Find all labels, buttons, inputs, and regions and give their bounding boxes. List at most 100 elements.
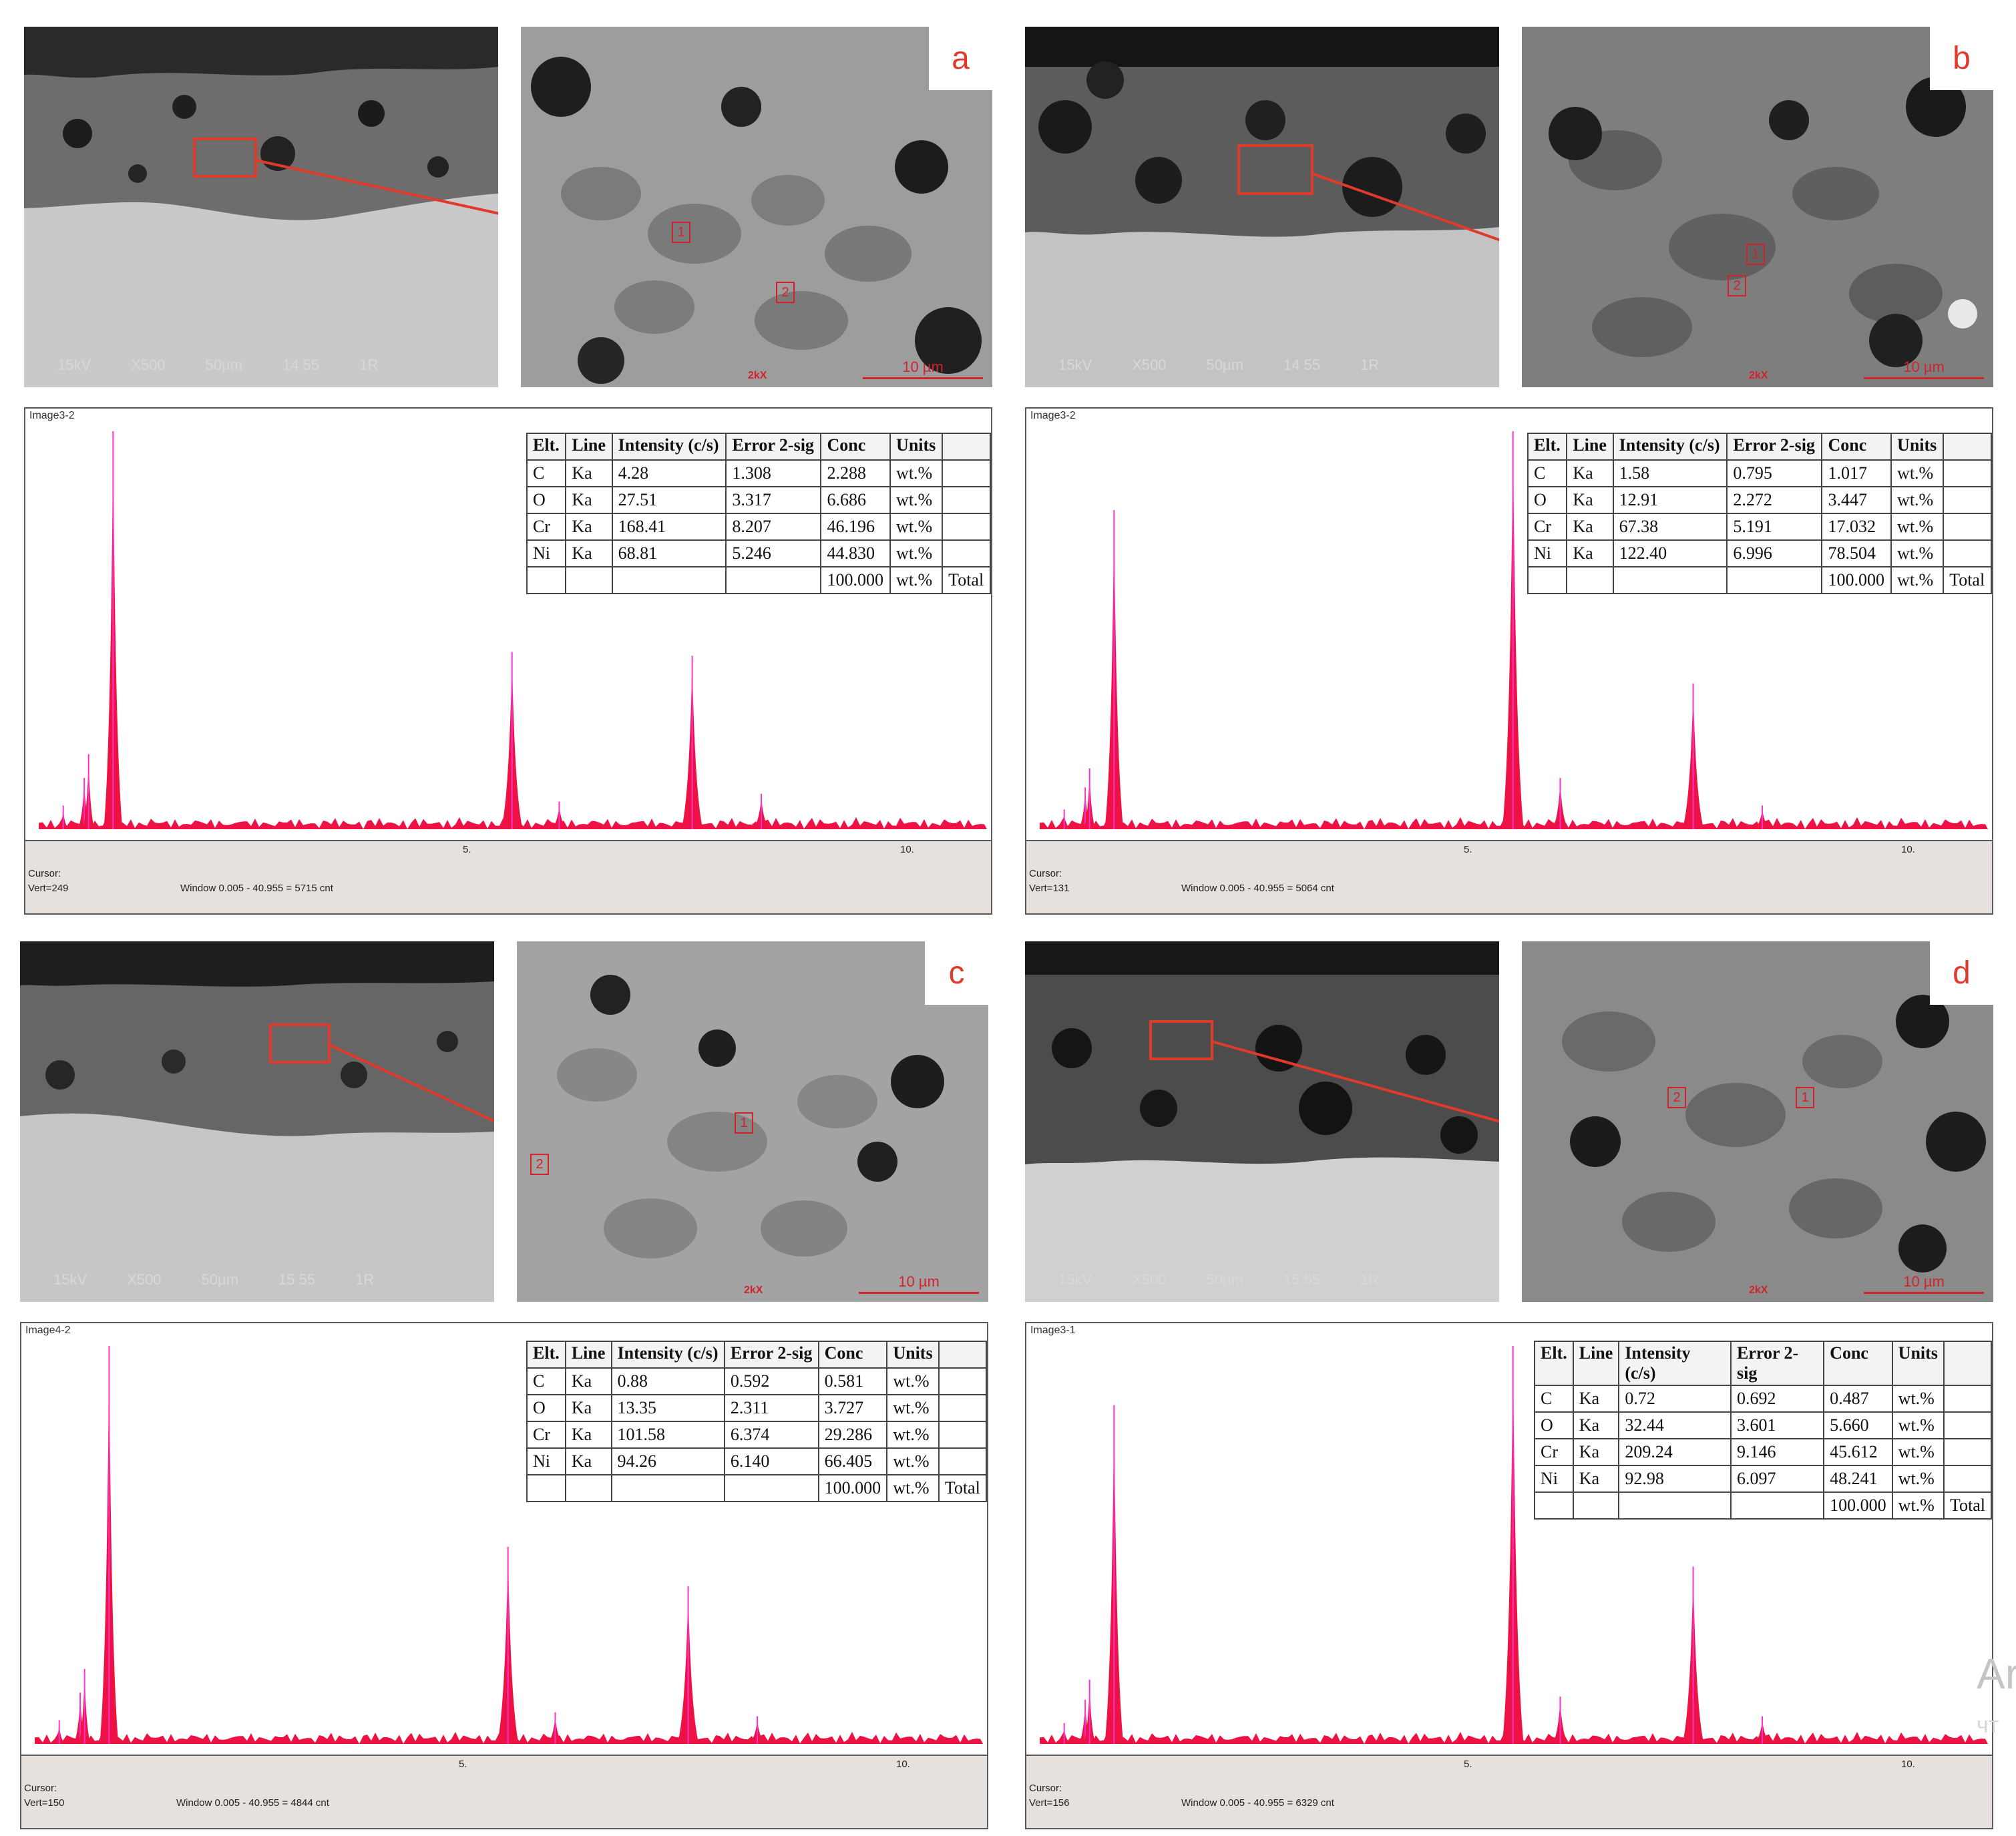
table-cell: 8.207 bbox=[725, 513, 822, 541]
table-header-cell: Units bbox=[889, 433, 944, 461]
table-cell: 1.017 bbox=[1821, 459, 1892, 487]
analysis-spot-1: 1 bbox=[1796, 1087, 1814, 1108]
table-cell: Ka bbox=[1572, 1438, 1620, 1466]
table-cell: 100.000 bbox=[1821, 566, 1892, 594]
table-header-cell: Conc bbox=[1823, 1341, 1893, 1386]
table-cell: 209.24 bbox=[1618, 1438, 1732, 1466]
table-row: Ni Ka 68.81 5.246 44.830 wt.% bbox=[526, 539, 991, 567]
table-cell: 45.612 bbox=[1823, 1438, 1893, 1466]
table-header-cell: Units bbox=[886, 1341, 940, 1369]
table-cell bbox=[938, 1394, 988, 1422]
spectrum-footer: 5. 10. Cursor: Vert=249 Window 0.005 - 4… bbox=[25, 840, 991, 913]
spectrum-title: Image3-2 bbox=[29, 410, 75, 421]
table-cell: 3.601 bbox=[1730, 1411, 1825, 1439]
table-header-cell: Line bbox=[1566, 433, 1614, 461]
panel-letter: a bbox=[929, 27, 992, 90]
sem-high-mag-graphic bbox=[1522, 941, 1993, 1302]
table-cell: O bbox=[526, 1394, 566, 1422]
table-header-cell: Error 2-sig bbox=[723, 1341, 819, 1369]
window-label: Window 0.005 - 40.955 = 5064 cnt bbox=[1181, 883, 1334, 894]
table-row: C Ka 4.28 1.308 2.288 wt.% bbox=[526, 459, 991, 487]
analysis-spot-1: 1 bbox=[735, 1112, 753, 1134]
table-cell: O bbox=[1527, 486, 1568, 514]
table-cell: Ka bbox=[1572, 1385, 1620, 1413]
table-cell: wt.% bbox=[889, 539, 944, 567]
axis-tick-10: 10. bbox=[1901, 844, 1915, 855]
panel-letter: b bbox=[1930, 27, 1993, 90]
table-row: Ni Ka 94.26 6.140 66.405 wt.% bbox=[526, 1447, 988, 1475]
analysis-spot-1: 1 bbox=[672, 222, 690, 243]
table-cell: 92.98 bbox=[1618, 1465, 1732, 1493]
table-cell: Ka bbox=[1572, 1465, 1620, 1493]
table-cell: 78.504 bbox=[1821, 539, 1892, 567]
sem-low-mag-image: 15kV X500 50µm 14 55 1R bbox=[24, 27, 498, 387]
table-cell: Ka bbox=[564, 1421, 612, 1449]
table-cell: wt.% bbox=[1890, 459, 1945, 487]
table-cell: O bbox=[526, 486, 567, 514]
table-row: Ni Ka 122.40 6.996 78.504 wt.% bbox=[1527, 539, 1992, 567]
window-label: Window 0.005 - 40.955 = 4844 cnt bbox=[176, 1797, 329, 1809]
table-cell: 1.58 bbox=[1612, 459, 1728, 487]
table-cell bbox=[611, 566, 727, 594]
sem-code: 14 55 bbox=[1283, 357, 1321, 373]
table-cell: Ka bbox=[565, 486, 613, 514]
table-cell: 0.795 bbox=[1726, 459, 1823, 487]
table-cell: wt.% bbox=[889, 566, 944, 594]
scale-bar-label: 10 µm bbox=[898, 1273, 940, 1290]
table-cell: 6.097 bbox=[1730, 1465, 1825, 1493]
table-cell: Ka bbox=[1572, 1411, 1620, 1439]
table-row: 100.000 wt.% Total bbox=[1527, 566, 1992, 594]
sem-mag: X500 bbox=[131, 357, 166, 373]
table-cell bbox=[938, 1367, 988, 1395]
window-label: Window 0.005 - 40.955 = 6329 cnt bbox=[1181, 1797, 1334, 1809]
sem-high-mag-image: 1 2 b 2kX 10 µm bbox=[1522, 27, 1993, 387]
table-header-cell: Intensity (c/s) bbox=[610, 1341, 725, 1369]
table-cell: Ka bbox=[1566, 513, 1614, 541]
table-cell bbox=[1730, 1491, 1825, 1520]
table-cell bbox=[1612, 566, 1728, 594]
table-cell: 0.692 bbox=[1730, 1385, 1825, 1413]
scale-bar-label: 10 µm bbox=[902, 359, 944, 375]
spectrum-title: Image4-2 bbox=[25, 1325, 71, 1336]
table-cell bbox=[723, 1474, 819, 1502]
sem-code: 14 55 bbox=[282, 357, 320, 373]
table-cell bbox=[1527, 566, 1568, 594]
table-row: 100.000 wt.% Total bbox=[1534, 1491, 1993, 1520]
eds-quant-table: Elt. Line Intensity (c/s) Error 2-sig Conc Un… bbox=[1534, 1341, 1993, 1520]
table-header-cell: Elt. bbox=[1534, 1341, 1574, 1386]
panel-c: 15kV X500 50µm 15 55 1R 1 2 c 2kX 10 µm … bbox=[20, 941, 988, 1836]
table-cell: 100.000 bbox=[1823, 1491, 1893, 1520]
window-label: Window 0.005 - 40.955 = 5715 cnt bbox=[180, 883, 333, 894]
scale-bar-label: 10 µm bbox=[1903, 359, 1945, 375]
eds-quant-table: Elt. Line Intensity (c/s) Error 2-sig Conc Un… bbox=[1527, 433, 1992, 594]
table-cell: 0.581 bbox=[817, 1367, 888, 1395]
table-header-cell: Line bbox=[1572, 1341, 1620, 1386]
table-cell: wt.% bbox=[889, 459, 944, 487]
table-cell bbox=[725, 566, 822, 594]
table-cell: 6.996 bbox=[1726, 539, 1823, 567]
table-header-cell: Conc bbox=[820, 433, 891, 461]
sem-id: 1R bbox=[1360, 1271, 1380, 1288]
table-cell: 6.686 bbox=[820, 486, 891, 514]
table-cell: 29.286 bbox=[817, 1421, 888, 1449]
table-cell: wt.% bbox=[1891, 1411, 1945, 1439]
table-row: O Ka 32.44 3.601 5.660 wt.% bbox=[1534, 1411, 1993, 1439]
table-cell: 44.830 bbox=[820, 539, 891, 567]
vert-label: Vert=131 bbox=[1029, 883, 1070, 894]
table-row: O Ka 12.91 2.272 3.447 wt.% bbox=[1527, 486, 1992, 514]
table-cell: 48.241 bbox=[1823, 1465, 1893, 1493]
table-cell: 12.91 bbox=[1612, 486, 1728, 514]
spectrum-footer: 5. 10. Cursor: Vert=131 Window 0.005 - 4… bbox=[1026, 840, 1992, 913]
sem-footer: 15kV X500 50µm 14 55 1R bbox=[24, 357, 498, 374]
table-cell: 3.317 bbox=[725, 486, 822, 514]
table-header-cell: Intensity (c/s) bbox=[1612, 433, 1728, 461]
table-cell: 6.140 bbox=[723, 1447, 819, 1475]
table-cell: wt.% bbox=[1890, 539, 1945, 567]
table-cell: wt.% bbox=[886, 1421, 940, 1449]
cursor-label: Cursor: bbox=[1029, 868, 1062, 879]
table-header-cell bbox=[938, 1341, 988, 1369]
sem-footer: 15kV X500 50µm 14 55 1R bbox=[1025, 357, 1499, 374]
scale-bar-label: 10 µm bbox=[1903, 1273, 1945, 1290]
table-cell: Ni bbox=[526, 1447, 566, 1475]
table-cell: 5.191 bbox=[1726, 513, 1823, 541]
